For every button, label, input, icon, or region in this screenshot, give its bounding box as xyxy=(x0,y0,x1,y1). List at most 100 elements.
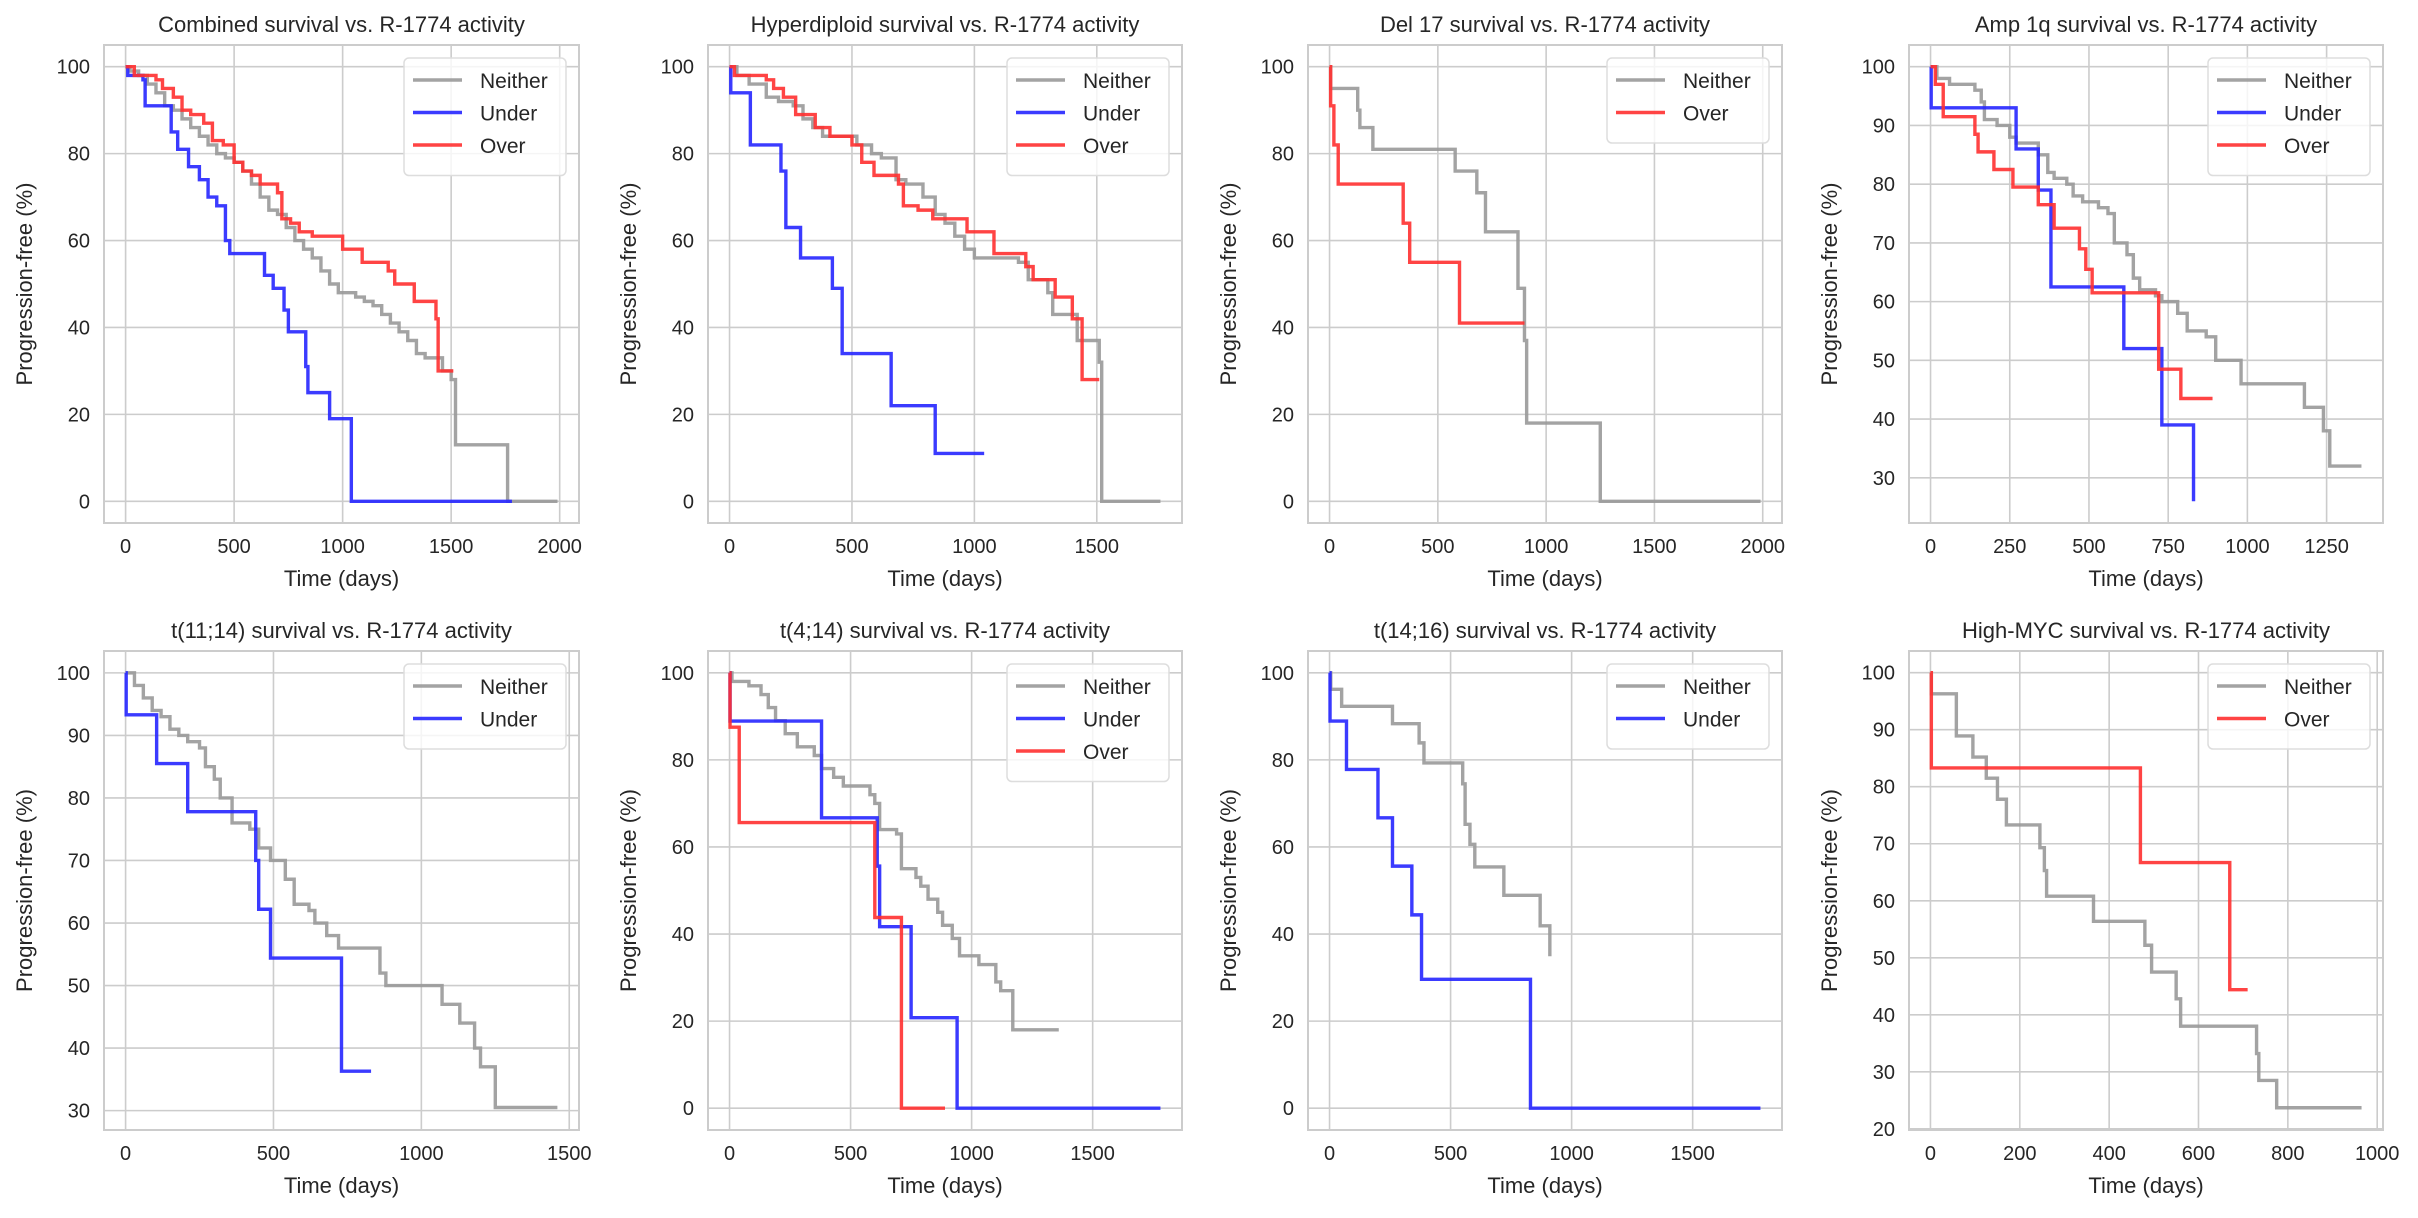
axes-frame xyxy=(1908,44,2384,524)
x-tick-label: 0 xyxy=(120,536,131,558)
x-tick-label: 500 xyxy=(834,1143,867,1165)
y-tick-label: 0 xyxy=(683,1098,694,1120)
y-axis-label: Progression-free (%) xyxy=(616,183,641,386)
x-tick-label: 1500 xyxy=(547,1143,592,1165)
y-tick-label: 0 xyxy=(1283,491,1294,513)
legend-label: Neither xyxy=(1083,70,1151,93)
axes-frame xyxy=(103,44,580,524)
legend: Neither Under xyxy=(1606,663,1770,750)
x-tick-label: 1500 xyxy=(1670,1143,1715,1165)
y-tick-label: 60 xyxy=(68,231,90,253)
axes-frame xyxy=(1307,44,1783,524)
series-line-over xyxy=(728,671,945,1110)
series-line-neither xyxy=(729,65,1161,503)
legend: Neither Over xyxy=(2207,663,2371,750)
legend-label: Neither xyxy=(1083,676,1151,699)
y-tick-label: 30 xyxy=(1873,1062,1895,1084)
chart-panel-6: 0 500 1000 1500 0 20 40 60 80 100 t(4;14) survival… xyxy=(616,618,1183,1198)
x-tick-label: 0 xyxy=(1324,1143,1335,1165)
y-tick-label: 20 xyxy=(672,1011,694,1033)
series-line-over xyxy=(1929,670,2248,992)
y-tick-label: 40 xyxy=(1873,409,1895,431)
y-axis-label: Progression-free (%) xyxy=(12,183,37,386)
y-tick-label: 80 xyxy=(68,144,90,166)
chart-title: Combined survival vs. R-1774 activity xyxy=(158,12,525,37)
x-tick-label: 1000 xyxy=(952,536,997,558)
y-tick-label: 20 xyxy=(672,404,694,426)
y-tick-label: 60 xyxy=(1272,837,1294,859)
series-line-under xyxy=(1929,65,2196,502)
y-tick-label: 40 xyxy=(1272,317,1294,339)
x-axis-label: Time (days) xyxy=(2088,1173,2203,1198)
y-tick-label: 80 xyxy=(672,750,694,772)
chart-panel-2: 0 500 1000 1500 0 20 40 60 80 100 Hyperdiploid sur… xyxy=(616,12,1183,591)
y-tick-label: 100 xyxy=(1862,663,1895,685)
x-tick-label: 600 xyxy=(2182,1143,2215,1165)
grid xyxy=(708,651,1182,1130)
y-tick-label: 60 xyxy=(672,231,694,253)
legend-label: Neither xyxy=(2284,676,2352,699)
x-axis-label: Time (days) xyxy=(284,1173,399,1198)
x-axis-label: Time (days) xyxy=(2088,566,2203,591)
x-tick-label: 500 xyxy=(1434,1143,1467,1165)
y-tick-label: 100 xyxy=(57,663,90,685)
y-tick-label: 40 xyxy=(68,317,90,339)
y-tick-label: 80 xyxy=(1873,174,1895,196)
axes-frame xyxy=(707,44,1183,524)
chart-panel-7: 0 500 1000 1500 0 20 40 60 80 100 t(14;16) surviva… xyxy=(1216,618,1783,1198)
legend-label: Over xyxy=(480,135,526,158)
axes-frame xyxy=(1908,650,2384,1131)
y-tick-label: 100 xyxy=(1261,663,1294,685)
axes-frame xyxy=(103,650,580,1131)
y-tick-label: 100 xyxy=(661,57,694,79)
legend-label: Under xyxy=(1083,103,1140,126)
y-tick-label: 80 xyxy=(68,788,90,810)
y-tick-label: 20 xyxy=(68,404,90,426)
x-tick-label: 0 xyxy=(724,1143,735,1165)
x-tick-label: 1000 xyxy=(949,1143,994,1165)
series-line-neither xyxy=(1930,65,2362,468)
x-tick-label: 1000 xyxy=(1549,1143,1594,1165)
x-tick-label: 500 xyxy=(257,1143,290,1165)
y-tick-label: 40 xyxy=(1873,1005,1895,1027)
x-tick-label: 1500 xyxy=(1075,536,1120,558)
chart-title: Amp 1q survival vs. R-1774 activity xyxy=(1975,12,2317,37)
x-tick-label: 200 xyxy=(2003,1143,2036,1165)
series-line-neither xyxy=(1328,65,1761,503)
x-tick-label: 500 xyxy=(835,536,868,558)
y-tick-label: 100 xyxy=(1862,57,1895,79)
legend-label: Over xyxy=(2284,135,2330,158)
y-tick-label: 40 xyxy=(1272,924,1294,946)
series-line-over xyxy=(125,65,454,373)
legend-label: Neither xyxy=(480,70,548,93)
x-axis-label: Time (days) xyxy=(284,566,399,591)
legend-label: Neither xyxy=(2284,70,2352,93)
legend-label: Under xyxy=(1683,709,1740,732)
x-tick-label: 1500 xyxy=(429,536,474,558)
x-tick-label: 1000 xyxy=(399,1143,444,1165)
x-axis-label: Time (days) xyxy=(887,566,1002,591)
y-tick-label: 100 xyxy=(1261,57,1294,79)
y-tick-label: 80 xyxy=(1873,777,1895,799)
legend: Neither Under Over xyxy=(1006,57,1170,177)
chart-title: t(4;14) survival vs. R-1774 activity xyxy=(780,618,1110,643)
y-tick-label: 100 xyxy=(57,57,90,79)
x-tick-label: 0 xyxy=(1925,1143,1936,1165)
y-tick-label: 90 xyxy=(68,725,90,747)
chart-title: t(14;16) survival vs. R-1774 activity xyxy=(1374,618,1716,643)
x-tick-label: 1000 xyxy=(320,536,365,558)
x-tick-label: 0 xyxy=(724,536,735,558)
legend: Neither Under Over xyxy=(1006,663,1170,783)
series-line-under xyxy=(729,65,985,456)
chart-panel-4: 0 250 500 750 1000 1250 30 40 50 60 70 80 90 100 Amp 1… xyxy=(1817,12,2384,591)
x-tick-label: 1500 xyxy=(1070,1143,1115,1165)
y-tick-label: 80 xyxy=(672,144,694,166)
y-tick-label: 30 xyxy=(68,1101,90,1123)
x-tick-label: 1000 xyxy=(2355,1143,2400,1165)
y-tick-label: 80 xyxy=(1272,144,1294,166)
x-tick-label: 0 xyxy=(1324,536,1335,558)
x-tick-label: 2000 xyxy=(1740,536,1785,558)
series-line-neither xyxy=(1329,671,1552,957)
y-tick-label: 60 xyxy=(1272,231,1294,253)
